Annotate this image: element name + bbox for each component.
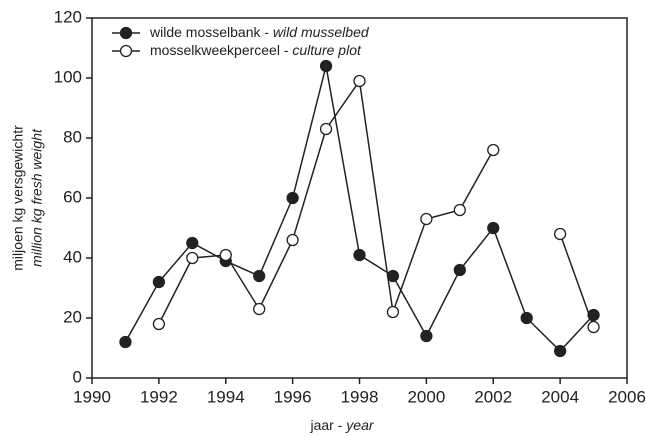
y-tick-label: 0 bbox=[73, 367, 82, 386]
x-tick-label: 1990 bbox=[73, 387, 111, 406]
x-label-part: year bbox=[345, 417, 375, 433]
plot-frame bbox=[91, 17, 628, 379]
x-tick-label: 2000 bbox=[407, 387, 445, 406]
x-label-part: jaar - bbox=[309, 417, 346, 433]
data-point bbox=[286, 191, 299, 205]
y-tick-label: 80 bbox=[63, 127, 82, 146]
data-point bbox=[487, 143, 500, 157]
data-point bbox=[386, 269, 400, 283]
data-point bbox=[119, 335, 132, 349]
legend-label-part: wild musselbed bbox=[273, 24, 370, 40]
data-point bbox=[520, 311, 533, 325]
series-line bbox=[158, 79, 595, 328]
legend-label: wilde mosselbank - wild musselbed bbox=[149, 24, 370, 40]
legend-marker bbox=[119, 26, 133, 40]
data-point bbox=[319, 59, 333, 73]
data-point bbox=[152, 275, 166, 289]
data-point bbox=[420, 212, 433, 226]
data-point bbox=[253, 269, 266, 283]
y-tick-label: 40 bbox=[63, 247, 82, 266]
y-tick-label: 60 bbox=[63, 187, 82, 206]
data-point bbox=[152, 317, 166, 331]
data-point bbox=[186, 236, 199, 250]
data-point bbox=[219, 248, 232, 262]
y-tick-label: 20 bbox=[63, 307, 82, 326]
x-tick-label: 1998 bbox=[341, 387, 379, 406]
data-point bbox=[186, 251, 199, 265]
legend-label-part: wilde mosselbank - bbox=[149, 24, 273, 40]
legend-label: mosselkweekperceel - culture plot bbox=[150, 42, 362, 58]
data-point bbox=[553, 227, 567, 241]
x-tick-label: 2004 bbox=[541, 387, 579, 406]
x-tick-label: 2002 bbox=[474, 387, 512, 406]
y-axis-label: million kg fresh weight bbox=[29, 128, 45, 267]
legend-label-part: mosselkweekperceel - bbox=[150, 42, 292, 58]
data-point bbox=[453, 263, 466, 277]
y-tick-label: 120 bbox=[54, 7, 82, 26]
x-tick-label: 1996 bbox=[274, 387, 312, 406]
data-point bbox=[587, 320, 600, 334]
data-point bbox=[253, 302, 266, 316]
data-point bbox=[353, 74, 366, 88]
x-tick-label: 1992 bbox=[140, 387, 178, 406]
data-point bbox=[453, 203, 466, 217]
data-point bbox=[553, 344, 567, 358]
data-point bbox=[286, 233, 299, 247]
y-tick-label: 100 bbox=[54, 67, 82, 86]
x-tick-label: 2006 bbox=[608, 387, 646, 406]
data-point bbox=[420, 329, 433, 343]
y-axis-label: miljoen kg versgewichtr bbox=[10, 125, 26, 271]
legend-label-part: culture plot bbox=[292, 42, 362, 58]
data-point bbox=[319, 122, 333, 136]
x-tick-label: 1994 bbox=[207, 387, 245, 406]
series-line bbox=[124, 65, 595, 353]
data-point bbox=[386, 305, 400, 319]
data-point bbox=[487, 221, 500, 235]
data-point bbox=[353, 248, 366, 262]
x-axis-label: jaar - year bbox=[309, 417, 374, 433]
legend-marker bbox=[119, 44, 133, 58]
